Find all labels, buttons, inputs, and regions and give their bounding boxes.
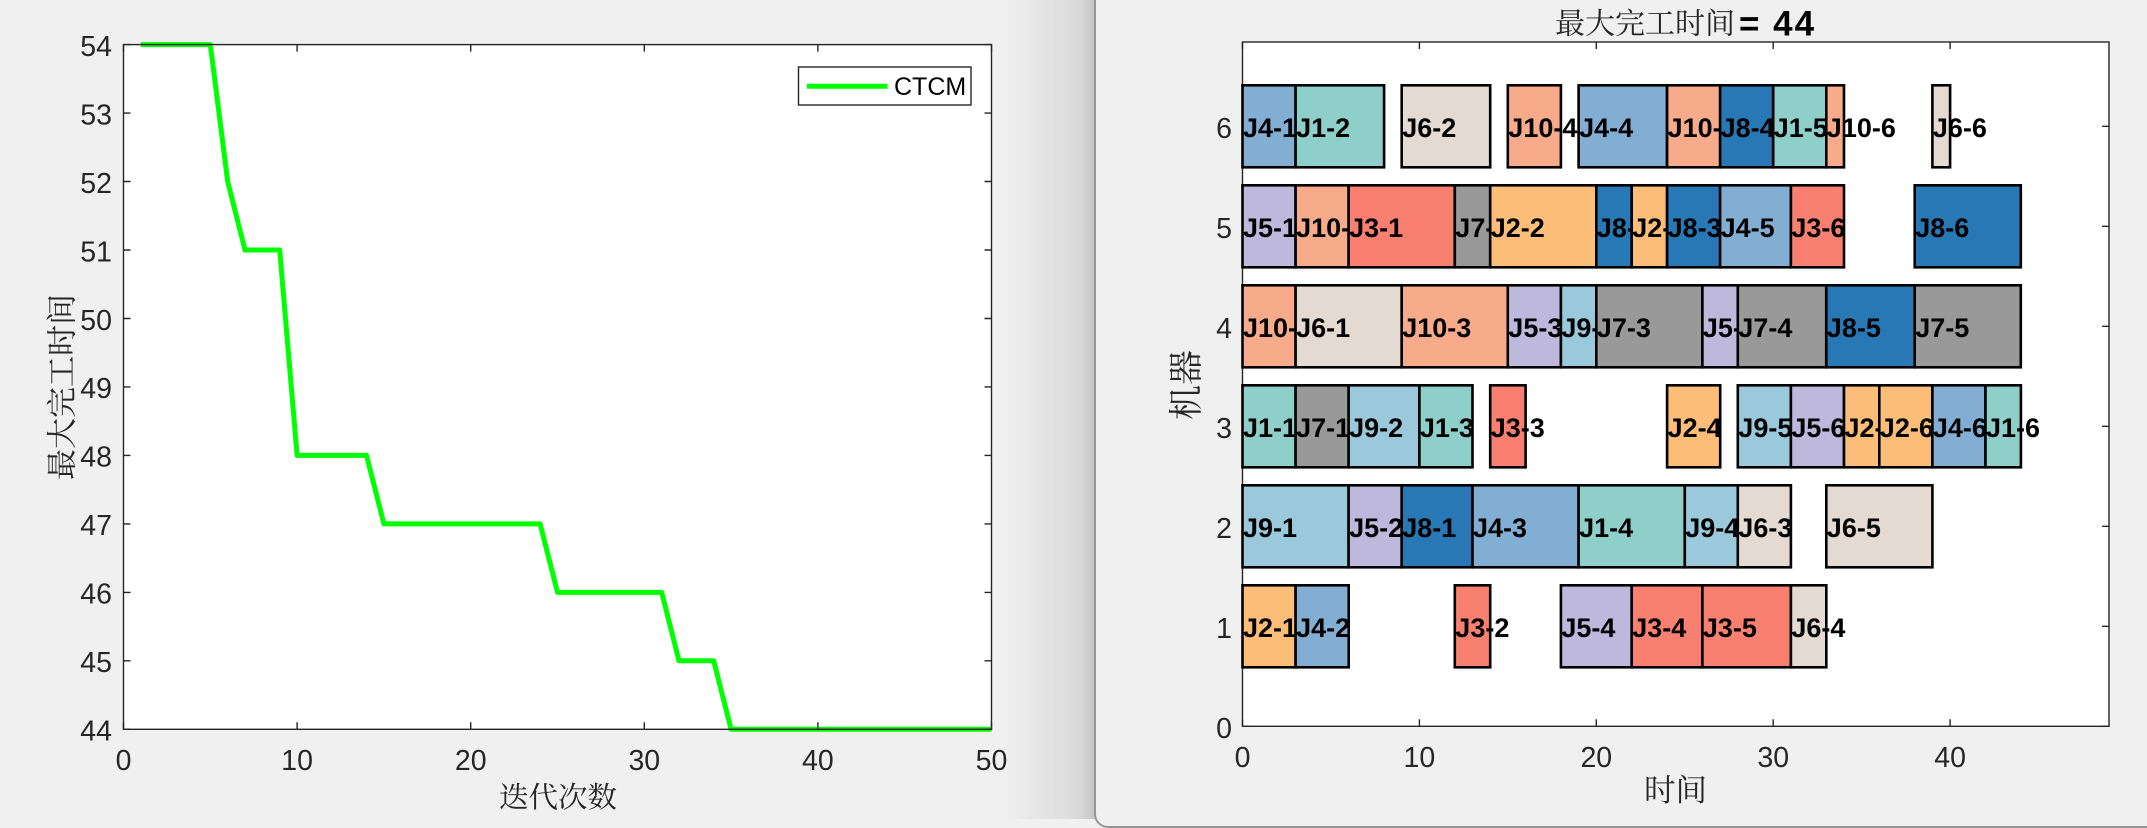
svg-text:CTCM: CTCM (894, 73, 966, 101)
svg-text:J8-5: J8-5 (1827, 313, 1881, 343)
svg-text:J4-3: J4-3 (1473, 513, 1527, 543)
svg-text:50: 50 (80, 305, 112, 337)
svg-text:J7-1: J7-1 (1296, 413, 1350, 443)
svg-text:J8-6: J8-6 (1915, 213, 1969, 243)
svg-text:20: 20 (1580, 742, 1612, 774)
svg-text:J6-4: J6-4 (1791, 613, 1845, 643)
svg-text:J9-4: J9-4 (1685, 513, 1739, 543)
svg-text:J2-1: J2-1 (1243, 613, 1297, 643)
svg-text:J5-1: J5-1 (1243, 213, 1297, 243)
svg-text:J4-1: J4-1 (1243, 113, 1297, 143)
svg-text:J10-4: J10-4 (1508, 113, 1577, 143)
svg-text:2: 2 (1216, 513, 1232, 545)
svg-text:J4-5: J4-5 (1721, 213, 1775, 243)
svg-text:J9-1: J9-1 (1243, 513, 1297, 543)
svg-text:J3-5: J3-5 (1703, 613, 1757, 643)
svg-text:J1-5: J1-5 (1774, 113, 1828, 143)
svg-text:J3-1: J3-1 (1349, 213, 1403, 243)
svg-text:J1-2: J1-2 (1296, 113, 1350, 143)
svg-text:6: 6 (1216, 113, 1232, 145)
svg-text:J8-1: J8-1 (1402, 513, 1456, 543)
svg-text:J9-5: J9-5 (1738, 413, 1792, 443)
svg-text:J6-6: J6-6 (1933, 113, 1987, 143)
svg-text:J6-2: J6-2 (1402, 113, 1456, 143)
svg-text:45: 45 (80, 647, 112, 679)
svg-text:J4-2: J4-2 (1296, 613, 1350, 643)
svg-text:51: 51 (80, 236, 112, 268)
svg-text:44: 44 (80, 716, 112, 748)
svg-text:J6-5: J6-5 (1827, 513, 1881, 543)
svg-text:0: 0 (1216, 713, 1232, 745)
svg-text:J7-3: J7-3 (1597, 313, 1651, 343)
svg-text:J1-6: J1-6 (1986, 413, 2040, 443)
svg-text:J9-2: J9-2 (1349, 413, 1403, 443)
svg-text:0: 0 (116, 745, 132, 777)
svg-text:J4-6: J4-6 (1933, 413, 1987, 443)
svg-text:40: 40 (802, 745, 834, 777)
svg-text:J4-4: J4-4 (1579, 113, 1633, 143)
svg-text:J6-3: J6-3 (1738, 513, 1792, 543)
svg-text:0: 0 (1235, 742, 1251, 774)
svg-text:J8-4: J8-4 (1721, 113, 1775, 143)
svg-text:J10-6: J10-6 (1827, 113, 1896, 143)
svg-text:J1-4: J1-4 (1579, 513, 1633, 543)
svg-text:54: 54 (80, 31, 112, 63)
svg-text:47: 47 (80, 510, 112, 542)
svg-text:J6-1: J6-1 (1296, 313, 1350, 343)
svg-text:= 44: = 44 (1739, 5, 1816, 44)
svg-text:J8-3: J8-3 (1668, 213, 1722, 243)
svg-text:40: 40 (1934, 742, 1966, 774)
svg-text:J2-6: J2-6 (1880, 413, 1934, 443)
svg-text:5: 5 (1216, 213, 1232, 245)
svg-text:J1-3: J1-3 (1420, 413, 1474, 443)
svg-text:J3-2: J3-2 (1455, 613, 1509, 643)
svg-text:30: 30 (628, 745, 660, 777)
svg-text:J2-2: J2-2 (1491, 213, 1545, 243)
svg-text:1: 1 (1216, 613, 1232, 645)
svg-text:4: 4 (1216, 313, 1232, 345)
svg-text:J2-4: J2-4 (1668, 413, 1722, 443)
svg-text:J7-5: J7-5 (1915, 313, 1969, 343)
svg-text:49: 49 (80, 373, 112, 405)
svg-text:J5-4: J5-4 (1561, 613, 1615, 643)
svg-text:J5-6: J5-6 (1791, 413, 1845, 443)
svg-text:J5-3: J5-3 (1508, 313, 1562, 343)
svg-text:20: 20 (455, 745, 487, 777)
svg-text:10: 10 (281, 745, 313, 777)
svg-text:J5-2: J5-2 (1349, 513, 1403, 543)
svg-text:3: 3 (1216, 413, 1232, 445)
svg-text:J1-1: J1-1 (1243, 413, 1297, 443)
svg-text:J3-4: J3-4 (1632, 613, 1686, 643)
svg-text:46: 46 (80, 579, 112, 611)
svg-text:48: 48 (80, 442, 112, 474)
svg-text:53: 53 (80, 99, 112, 131)
svg-text:J7-4: J7-4 (1738, 313, 1792, 343)
svg-text:52: 52 (80, 168, 112, 200)
svg-text:10: 10 (1404, 742, 1436, 774)
svg-text:J10-3: J10-3 (1402, 313, 1471, 343)
svg-text:50: 50 (976, 745, 1008, 777)
svg-text:30: 30 (1757, 742, 1789, 774)
svg-text:J3-3: J3-3 (1491, 413, 1545, 443)
svg-text:J3-6: J3-6 (1791, 213, 1845, 243)
